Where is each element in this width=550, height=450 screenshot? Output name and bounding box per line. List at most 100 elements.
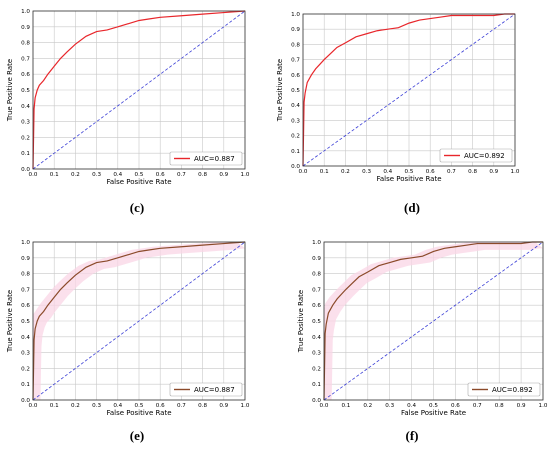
plot-frame (32, 10, 246, 170)
legend-label: AUC=0.892 (464, 152, 505, 160)
x-tick-label: 0.2 (341, 169, 350, 175)
roc-curve (32, 10, 246, 170)
x-tick-label: 0.0 (29, 403, 38, 409)
diagonal-reference-line (302, 13, 516, 167)
x-tick-label: 0.7 (177, 403, 186, 409)
y-tick-label: 0.6 (21, 72, 30, 78)
x-tick-label: 0.5 (405, 169, 414, 175)
caption-c: (c) (130, 200, 144, 215)
y-tick-label: 0.6 (21, 303, 30, 309)
legend-box (439, 148, 513, 163)
y-tick-label: 0.3 (291, 118, 300, 124)
x-tick-label: 0.8 (198, 403, 207, 409)
y-tick-label: 0.0 (312, 398, 321, 404)
y-tick-label: 0.1 (291, 149, 300, 155)
y-tick-label: 0.5 (21, 319, 30, 325)
plot-frame (323, 241, 544, 401)
x-tick-label: 0.4 (113, 172, 122, 178)
y-tick-label: 0.3 (21, 351, 30, 357)
y-tick-label: 0.8 (291, 42, 300, 48)
x-tick-label: 0.3 (385, 403, 394, 409)
legend-box (169, 382, 243, 397)
y-tick-label: 0.5 (291, 88, 300, 94)
x-tick-label: 0.7 (447, 169, 456, 175)
x-tick-label: 0.1 (50, 172, 59, 178)
legend-label: AUC=0.892 (492, 386, 533, 394)
x-tick-label: 0.1 (341, 403, 350, 409)
roc-panel-f: 0.0 0.1 0.2 0.3 0.4 0.5 0.6 0.7 0.8 0.9 1.0 0.0 0.1 0… (297, 240, 548, 417)
x-tick-label: 0.2 (363, 403, 372, 409)
x-tick-label: 0.0 (299, 169, 308, 175)
legend-box (467, 382, 541, 397)
diagonal-reference-line (32, 10, 246, 170)
y-tick-label: 0.4 (291, 103, 300, 109)
diagonal-reference-line (323, 241, 544, 401)
x-tick-label: 0.4 (383, 169, 392, 175)
y-tick-label: 0.7 (21, 287, 30, 293)
y-tick-label: 0.2 (21, 135, 30, 141)
roc-curve (323, 241, 543, 401)
x-tick-label: 0.9 (219, 172, 228, 178)
y-tick-label: 0.8 (312, 272, 321, 278)
x-tick-label: 0.0 (320, 403, 329, 409)
roc-panel-d: 0.0 0.1 0.2 0.3 0.4 0.5 0.6 0.7 0.8 0.9 1.0 0.0 0.1 0… (276, 12, 520, 183)
y-tick-label: 0.0 (21, 398, 30, 404)
x-tick-label: 1.0 (539, 403, 548, 409)
x-tick-label: 0.8 (198, 172, 207, 178)
caption-e: (e) (130, 428, 144, 443)
x-axis-title: False Positive Rate (106, 178, 171, 186)
legend: AUC=0.887 (169, 382, 243, 397)
y-tick-label: 0.1 (21, 382, 30, 388)
y-tick-label: 0.8 (21, 41, 30, 47)
y-tick-label: 0.2 (21, 366, 30, 372)
y-tick-label: 1.0 (312, 240, 321, 246)
y-tick-label: 0.7 (312, 287, 321, 293)
x-tick-label: 0.6 (426, 169, 435, 175)
x-axis-title: False Positive Rate (376, 175, 441, 183)
y-tick-label: 0.1 (312, 382, 321, 388)
y-tick-label: 0.4 (21, 335, 30, 341)
legend: AUC=0.887 (169, 151, 243, 166)
legend: AUC=0.892 (439, 148, 513, 163)
x-tick-label: 0.1 (320, 169, 329, 175)
y-tick-label: 1.0 (21, 240, 30, 246)
y-tick-label: 0.9 (21, 25, 30, 31)
y-tick-label: 0.6 (291, 73, 300, 79)
x-tick-label: 0.5 (429, 403, 438, 409)
x-tick-label: 0.2 (71, 172, 80, 178)
x-tick-label: 0.2 (71, 403, 80, 409)
y-tick-label: 0.9 (21, 256, 30, 262)
caption-f: (f) (406, 428, 419, 443)
y-tick-label: 0.2 (291, 134, 300, 140)
y-axis-title: True Positive Rate (6, 59, 14, 122)
y-tick-label: 0.2 (312, 366, 321, 372)
roc-curve (302, 13, 515, 167)
legend-box (169, 151, 243, 166)
roc-panel-e: 0.0 0.1 0.2 0.3 0.4 0.5 0.6 0.7 0.8 0.9 1.0 0.0 0.1 0… (6, 240, 250, 417)
x-tick-label: 1.0 (511, 169, 520, 175)
y-tick-label: 0.6 (312, 303, 321, 309)
x-tick-label: 0.1 (50, 403, 59, 409)
plot-frame (302, 13, 516, 167)
y-axis-title: True Positive Rate (276, 59, 284, 122)
y-tick-label: 0.3 (312, 351, 321, 357)
y-tick-label: 0.0 (291, 164, 300, 170)
y-tick-label: 0.9 (312, 256, 321, 262)
y-tick-label: 0.9 (291, 27, 300, 33)
roc-curve (32, 241, 246, 401)
legend-label: AUC=0.887 (194, 386, 235, 394)
y-tick-label: 0.0 (21, 167, 30, 173)
y-tick-label: 0.4 (312, 335, 321, 341)
x-tick-label: 0.0 (29, 172, 38, 178)
x-tick-label: 0.9 (219, 403, 228, 409)
x-tick-label: 0.3 (92, 172, 101, 178)
x-tick-label: 0.3 (362, 169, 371, 175)
y-tick-label: 1.0 (291, 12, 300, 18)
x-tick-label: 0.6 (451, 403, 460, 409)
x-tick-label: 0.6 (156, 403, 165, 409)
diagonal-reference-line (32, 241, 246, 401)
x-tick-label: 0.9 (489, 169, 498, 175)
y-tick-label: 1.0 (21, 9, 30, 15)
y-axis-title: True Positive Rate (6, 290, 14, 353)
